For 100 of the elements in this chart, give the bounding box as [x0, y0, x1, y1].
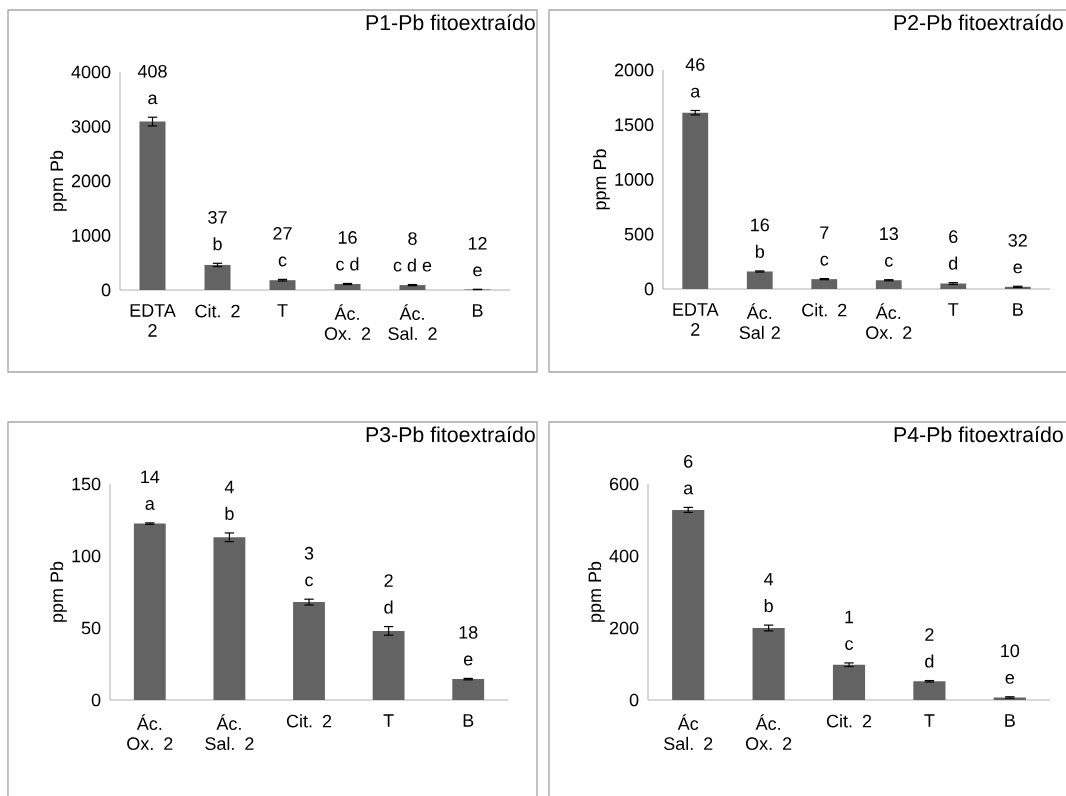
x-tick-label: Cit. 2: [195, 304, 240, 318]
bar: [940, 283, 967, 289]
annotation: a: [683, 484, 694, 495]
y-tick-label: 0: [629, 693, 639, 707]
x-tick-label: Ác. Ox. 2: [745, 714, 792, 751]
annotation: d: [949, 256, 958, 270]
x-tick-label: T: [277, 304, 288, 317]
x-tick-label: Cit. 2: [286, 714, 332, 728]
annotation: 3: [304, 546, 314, 560]
bar: [811, 279, 838, 289]
annotation: 46: [685, 58, 705, 71]
x-tick-label: B: [1013, 303, 1023, 316]
bar: [133, 523, 166, 700]
y-tick-label: 150: [72, 477, 101, 491]
annotation: 16: [751, 218, 769, 232]
annotation: a: [691, 87, 701, 98]
bar: [682, 112, 709, 289]
y-axis-title: ppm Pb: [49, 150, 67, 211]
annotation: c: [820, 255, 829, 266]
annotation: a: [145, 500, 155, 510]
y-tick-label: 3000: [71, 120, 111, 133]
y-tick-label: 0: [91, 693, 101, 707]
y-tick-label: 100: [72, 549, 101, 563]
bar: [752, 628, 785, 700]
text: 14: [141, 470, 160, 484]
annotation: e: [1013, 263, 1022, 274]
bar: [204, 264, 231, 290]
bar: [913, 681, 946, 700]
annotation: 10: [1001, 644, 1020, 658]
bar: [672, 509, 705, 700]
bar: [334, 284, 361, 290]
y-tick-label: 0: [644, 282, 654, 296]
y-axis-title: ppm Pb: [592, 149, 610, 210]
annotation: 27: [273, 227, 292, 240]
annotation: 2: [384, 574, 393, 587]
text: 6: [684, 455, 693, 468]
annotation: c: [885, 256, 893, 267]
x-tick-label: Cit. 2: [802, 303, 847, 317]
y-axis-title: ppm Pb: [49, 561, 67, 622]
y-tick-label: 600: [609, 477, 639, 491]
annotation: c: [845, 640, 854, 650]
annotation: 1: [845, 610, 854, 624]
bar: [213, 537, 246, 700]
annotation: a: [148, 94, 158, 105]
bar: [452, 679, 485, 700]
x-tick-label: Ác. Sal. 2: [205, 714, 254, 751]
x-tick-label: T: [924, 714, 935, 727]
y-tick-label: 4000: [71, 65, 111, 79]
y-tick-label: 0: [101, 283, 111, 297]
bar: [293, 602, 325, 700]
y-tick-label: 1500: [615, 118, 654, 132]
y-tick-label: 50: [81, 621, 101, 635]
bar: [746, 271, 773, 289]
x-tick-label: Ác Sal. 2: [664, 714, 713, 751]
annotation: c: [305, 576, 314, 587]
x-tick-label: EDTA 2: [673, 303, 719, 336]
annotation: b: [225, 506, 234, 521]
y-tick-label: 2000: [71, 174, 111, 188]
annotation: b: [213, 237, 222, 251]
y-tick-label: 2000: [614, 63, 654, 77]
x-tick-label: Ác. Sal. 2: [388, 304, 437, 341]
chart-title: P3-Pb fitoextraído: [366, 426, 535, 443]
annotation: 16: [338, 231, 357, 244]
annotation: 408: [137, 64, 167, 78]
y-tick-label: 1000: [615, 173, 654, 186]
x-tick-label: Ác. Sal 2: [739, 303, 780, 340]
annotation: b: [755, 244, 765, 258]
x-tick-label: B: [1005, 714, 1015, 727]
annotation: c d: [336, 257, 359, 271]
annotation: c: [278, 256, 287, 267]
x-tick-label: B: [472, 304, 483, 317]
x-tick-label: Cit. 2: [826, 714, 872, 728]
x-tick-label: T: [383, 714, 394, 727]
y-tick-label: 400: [609, 549, 639, 563]
bar: [399, 285, 426, 290]
annotation: e: [1005, 673, 1015, 684]
annotation: 18: [459, 626, 478, 639]
annotation: 6: [949, 230, 958, 244]
annotation: c d e: [393, 258, 432, 272]
annotation: 4: [764, 572, 774, 586]
annotation: d: [384, 600, 393, 614]
x-tick-label: B: [463, 714, 474, 727]
annotation: 4: [224, 480, 234, 494]
annotation: 7: [820, 226, 829, 239]
bar: [875, 280, 902, 289]
bar: [139, 121, 166, 290]
annotation: 37: [208, 210, 227, 224]
annotation: b: [764, 598, 773, 613]
annotation: e: [463, 655, 473, 666]
bar: [269, 280, 296, 290]
annotation: 12: [468, 236, 487, 250]
bar: [372, 630, 405, 700]
chart-title: P4-Pb fitoextraído: [894, 426, 1063, 443]
bar: [993, 697, 1026, 700]
annotation: 2: [925, 628, 934, 641]
annotation: d: [925, 654, 934, 668]
chart-title: P1-Pb fitoextraído: [366, 14, 535, 31]
annotation: 8: [408, 232, 417, 245]
bar: [832, 664, 866, 700]
y-tick-label: 200: [609, 621, 639, 635]
